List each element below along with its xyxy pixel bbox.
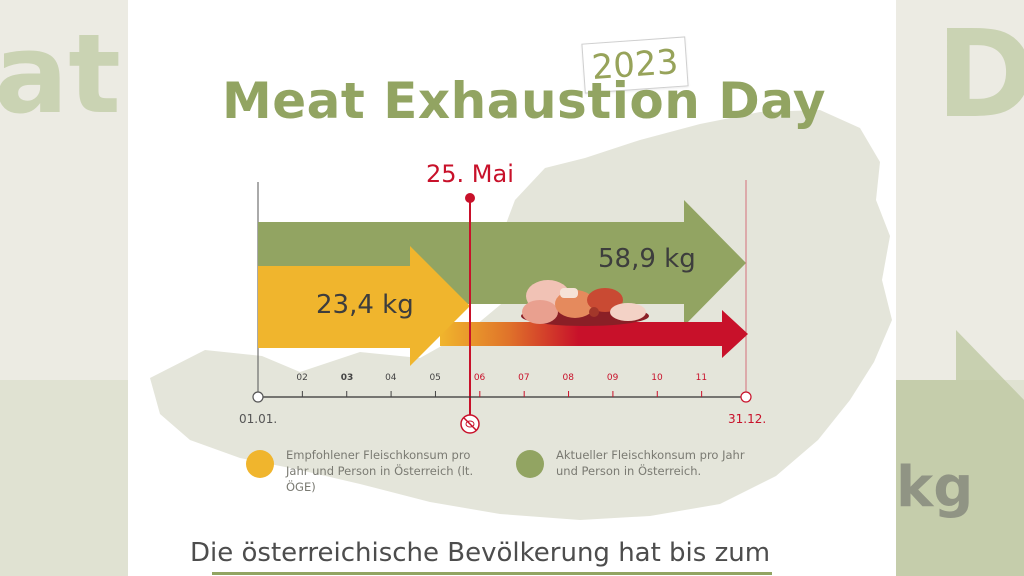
timeline-ticks <box>301 391 703 397</box>
page-title: Meat Exhaustion Day <box>222 72 827 130</box>
austria-map-silhouette <box>150 110 892 520</box>
month-label: 09 <box>606 373 619 383</box>
meat-free-icon <box>460 414 480 434</box>
actual-value-label: 58,9 kg <box>598 244 696 274</box>
month-label: 05 <box>429 373 441 383</box>
timeline-start-point <box>252 391 264 403</box>
background-right: D kg <box>896 0 1024 576</box>
legend-actual-dot <box>516 450 544 478</box>
background-title-fragment-left: at <box>0 10 121 138</box>
month-label: 10 <box>651 373 663 383</box>
background-title-fragment-right: D <box>936 6 1024 145</box>
recommended-consumption-arrow <box>258 246 470 366</box>
legend-recommended-dot <box>246 450 274 478</box>
excess-consumption-arrow <box>440 310 748 358</box>
background-arrow-fragment <box>896 330 1024 576</box>
background-kg-fragment: kg <box>896 455 974 520</box>
legend-recommended-text: Empfohlener Fleischkonsum pro Jahr und P… <box>286 448 474 494</box>
month-label: 06 <box>473 373 486 383</box>
month-label: 03 <box>340 373 354 383</box>
meat-illustration <box>521 280 649 326</box>
legend-actual-text: Aktueller Fleischkonsum pro Jahr und Per… <box>556 448 745 478</box>
bottom-rule <box>212 572 772 575</box>
month-label: 11 <box>695 373 708 383</box>
timeline-start-label: 01.01. <box>239 412 278 426</box>
marker-dot <box>465 193 475 203</box>
recommended-value-label: 23,4 kg <box>316 290 414 320</box>
bottom-headline: Die österreichische Bevölkerung hat bis … <box>190 538 771 568</box>
timeline-end-point <box>740 391 752 403</box>
background-left: at <box>0 0 128 576</box>
month-label: 02 <box>296 373 308 383</box>
month-label: 08 <box>562 373 574 383</box>
background-band-left <box>0 380 128 576</box>
timeline-end-label: 31.12. <box>728 412 767 426</box>
marker-date-label: 25. Mai <box>426 160 514 188</box>
month-label: 07 <box>518 373 530 383</box>
month-label: 04 <box>385 373 397 383</box>
